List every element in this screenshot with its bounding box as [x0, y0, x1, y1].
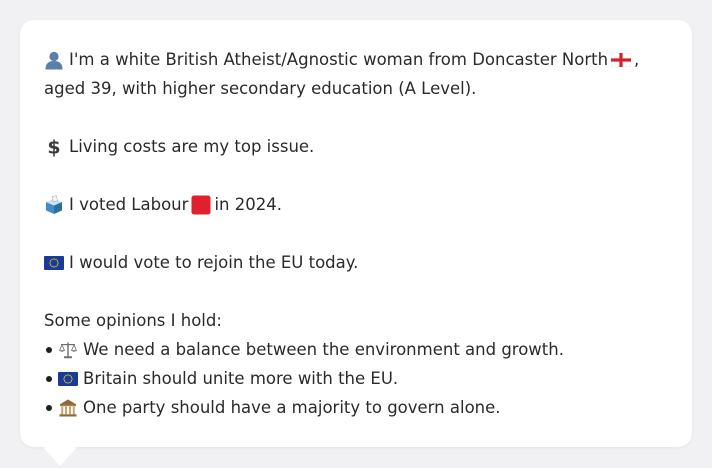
issue-line: $ Living costs are my top issue.: [44, 132, 664, 161]
bullet-icon: [46, 375, 52, 382]
spacer: [44, 103, 664, 132]
intro-comma: ,: [634, 50, 640, 69]
opinion-text: One party should have a majority to gove…: [83, 398, 501, 417]
profile-card: [20, 20, 692, 447]
intro-line-2: aged 39, with higher secondary education…: [44, 74, 664, 103]
opinion-item: We need a balance between the environmen…: [44, 335, 664, 364]
svg-text:$: $: [47, 137, 60, 157]
eu-text: I would vote to rejoin the EU today.: [69, 253, 359, 272]
opinion-item: Britain should unite more with the EU.: [44, 364, 664, 393]
vote-line: I voted Labour in 2024.: [44, 190, 664, 219]
balance-scale-icon: [58, 340, 78, 360]
intro-text: I'm a white British Atheist/Agnostic wom…: [69, 50, 609, 69]
ballot-box-icon: [44, 194, 64, 215]
speech-bubble-tail: [42, 446, 78, 466]
intro-line: I'm a white British Atheist/Agnostic wom…: [44, 45, 664, 74]
red-square-icon: [191, 195, 211, 215]
bullet-icon: [46, 346, 52, 353]
opinions-heading: Some opinions I hold:: [44, 306, 664, 335]
spacer: [44, 277, 664, 306]
eu-line: I would vote to rejoin the EU today.: [44, 248, 664, 277]
opinions-heading-text: Some opinions I hold:: [44, 311, 222, 330]
spacer: [44, 219, 664, 248]
intro-text-2: aged 39, with higher secondary education…: [44, 79, 477, 98]
eu-flag-icon: [44, 253, 64, 273]
vote-text-after: in 2024.: [214, 195, 282, 214]
opinion-text: We need a balance between the environmen…: [83, 340, 564, 359]
issue-text: Living costs are my top issue.: [69, 137, 315, 156]
bullet-icon: [46, 404, 52, 411]
vote-text-before: I voted Labour: [69, 195, 189, 214]
classical-building-icon: [58, 398, 78, 418]
eu-flag-icon: [58, 369, 78, 389]
england-flag-icon: [611, 50, 632, 70]
profile-text: I'm a white British Atheist/Agnostic wom…: [44, 45, 664, 422]
person-icon: [44, 50, 64, 70]
opinion-text: Britain should unite more with the EU.: [83, 369, 399, 388]
spacer: [44, 161, 664, 190]
opinion-item: One party should have a majority to gove…: [44, 393, 664, 422]
dollar-icon: $: [44, 137, 64, 157]
